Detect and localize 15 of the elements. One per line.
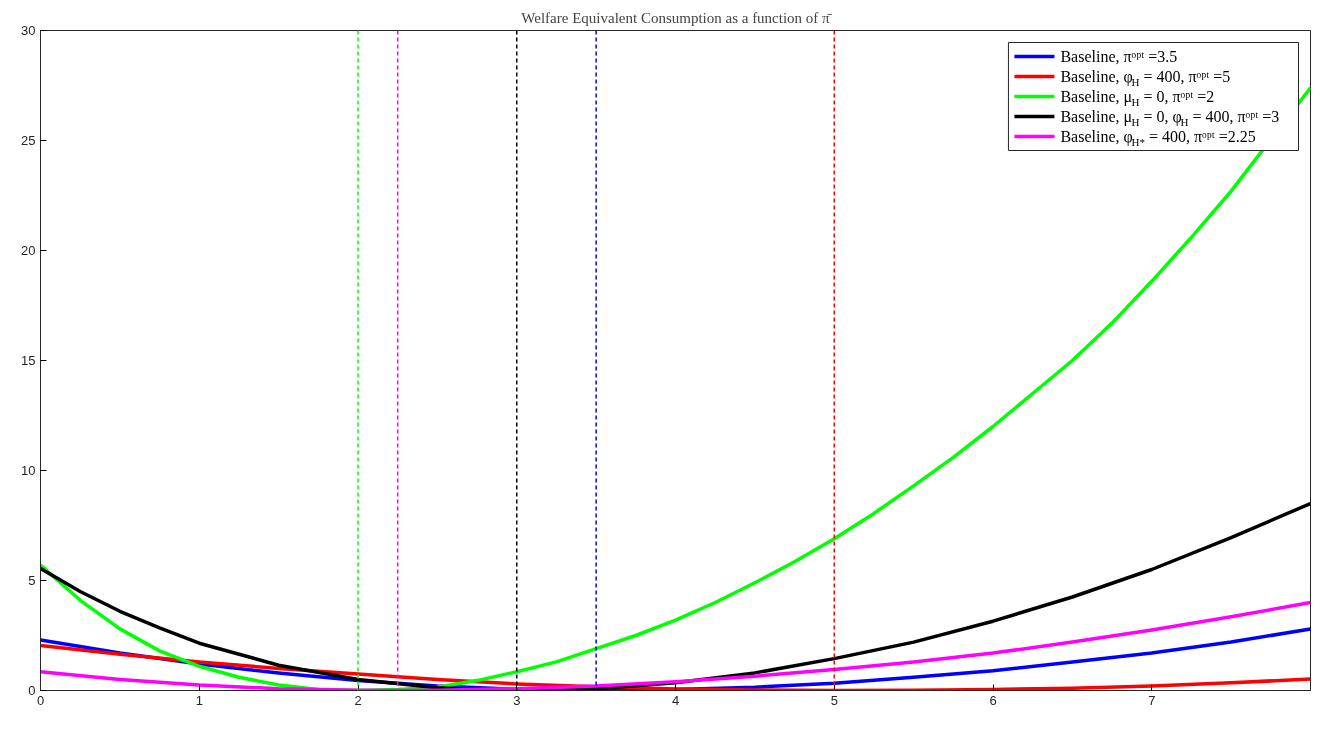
legend-label: Baseline, πᵒᵖᵗ =3.5 xyxy=(1060,48,1178,65)
x-tick-label: 5 xyxy=(830,692,838,708)
y-tick-label: 25 xyxy=(21,133,36,148)
x-tick-label: 3 xyxy=(513,692,521,708)
y-tick-label: 5 xyxy=(28,573,36,588)
x-tick-label: 6 xyxy=(989,692,997,708)
y-tick-label: 30 xyxy=(21,23,36,38)
x-tick-label: 7 xyxy=(1148,692,1156,708)
y-tick-label: 15 xyxy=(21,353,36,368)
chart-title: Welfare Equivalent Consumption as a function of π̄ xyxy=(521,9,833,26)
x-tick-label: 4 xyxy=(671,692,680,708)
y-tick-label: 20 xyxy=(21,243,36,258)
x-tick-label: 2 xyxy=(354,692,362,708)
x-tick-label: 1 xyxy=(195,692,203,708)
y-tick-label: 10 xyxy=(21,463,36,478)
